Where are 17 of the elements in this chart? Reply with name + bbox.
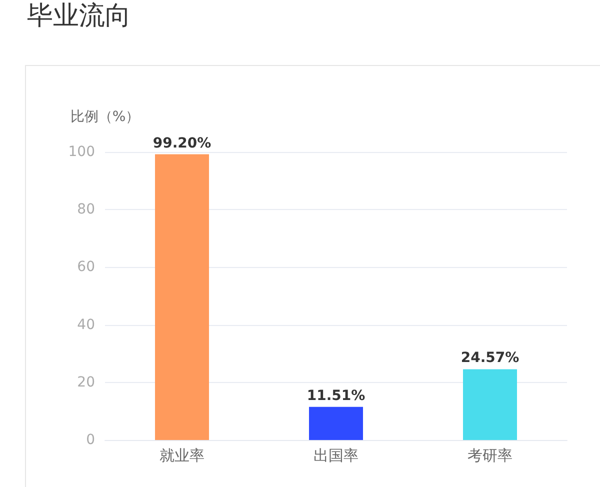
y-tick-label: 20: [77, 374, 95, 390]
y-tick-label: 0: [86, 432, 95, 448]
bar: [309, 406, 363, 440]
data-label: 11.51%: [306, 388, 366, 404]
y-tick-label: 40: [77, 316, 95, 333]
x-tick-label: 考研率: [468, 446, 512, 464]
bar: [463, 369, 517, 440]
x-tick-label: 出国率: [314, 446, 358, 464]
x-tick-label: 就业率: [160, 446, 204, 464]
chart-title: 毕业流向: [27, 1, 131, 31]
y-tick-label: 100: [68, 144, 95, 160]
data-label: 99.20%: [152, 135, 212, 152]
bar: [155, 154, 209, 440]
data-label: 24.57%: [460, 350, 520, 366]
y-tick-label: 60: [77, 259, 95, 276]
y-axis-title: 比例（%）: [70, 109, 140, 125]
y-tick-label: 80: [77, 202, 95, 218]
